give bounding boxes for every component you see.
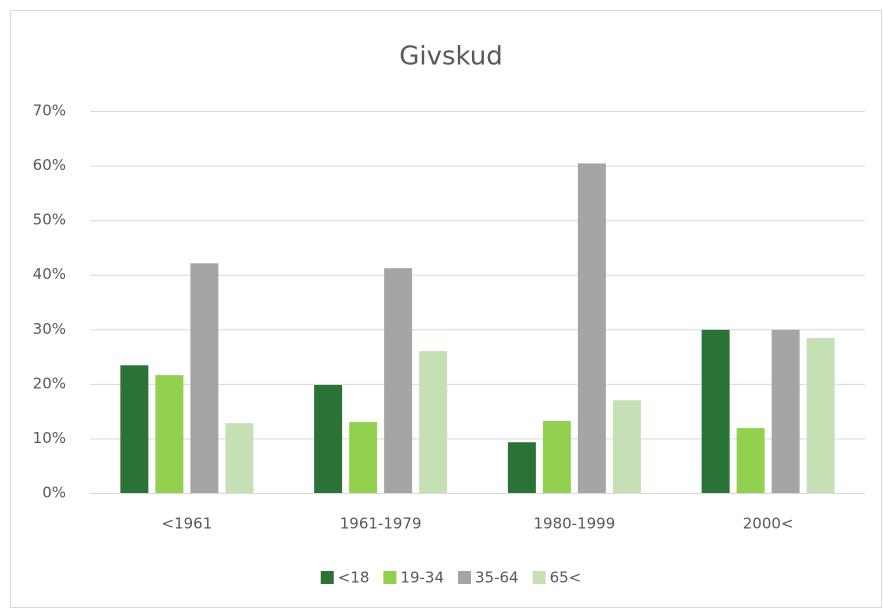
legend-swatch <box>320 571 334 584</box>
chart-border <box>10 10 882 608</box>
x-tick-label: <1961 <box>162 515 213 533</box>
bar <box>806 338 835 493</box>
legend-label: 35-64 <box>475 569 519 587</box>
bar <box>120 365 149 493</box>
legend-label: 65< <box>550 569 582 587</box>
bar <box>507 442 536 493</box>
bar <box>771 329 800 493</box>
bar <box>577 163 606 494</box>
legend-swatch <box>458 571 471 584</box>
legend-swatch <box>532 571 546 584</box>
bar <box>349 422 378 493</box>
y-tick-label: 10% <box>33 429 66 447</box>
y-tick-label: 20% <box>33 374 66 392</box>
bar <box>701 329 730 493</box>
bar <box>612 400 641 493</box>
chart-title: Givskud <box>399 42 503 72</box>
bar <box>190 263 219 493</box>
legend-swatch <box>383 571 397 584</box>
legend-label: 19-34 <box>400 569 444 587</box>
bar <box>314 384 343 493</box>
legend-label: <18 <box>338 569 370 587</box>
y-tick-label: 60% <box>33 156 66 174</box>
x-tick-label: 2000< <box>743 515 794 533</box>
bar <box>419 351 448 493</box>
y-tick-label: 50% <box>33 211 66 229</box>
y-tick-label: 0% <box>42 484 66 502</box>
bar <box>384 268 413 493</box>
x-tick-label: 1980-1999 <box>533 515 615 533</box>
bar <box>155 375 184 493</box>
x-tick-label: 1961-1979 <box>340 515 422 533</box>
y-tick-label: 30% <box>33 320 66 338</box>
bar <box>736 428 765 493</box>
bar <box>542 420 571 493</box>
bar <box>225 423 254 493</box>
y-tick-label: 40% <box>33 265 66 283</box>
y-tick-label: 70% <box>33 102 66 120</box>
